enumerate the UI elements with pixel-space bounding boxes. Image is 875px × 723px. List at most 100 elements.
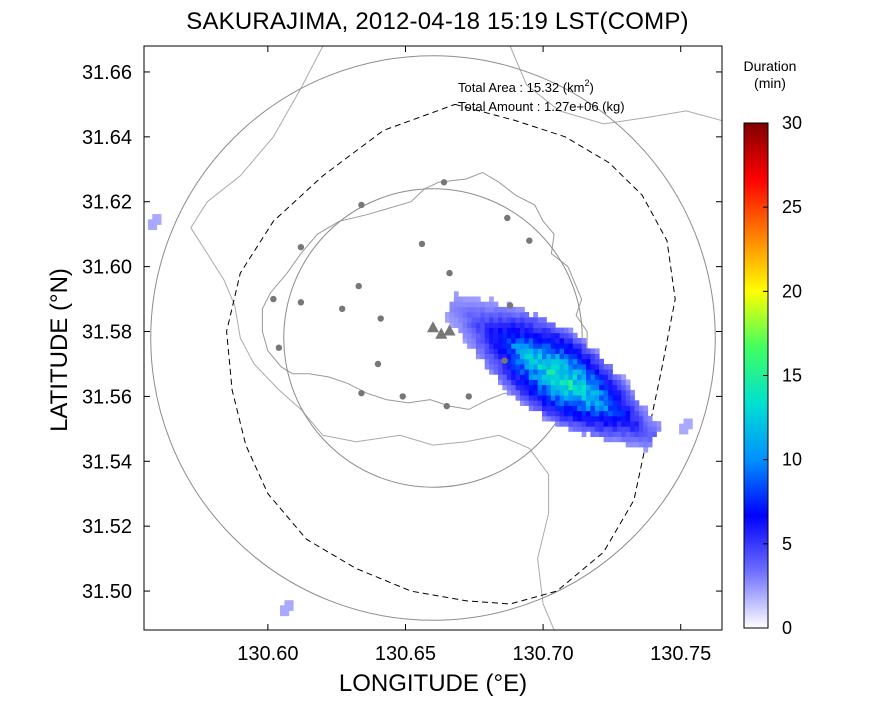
plume-cell xyxy=(568,426,574,432)
colorbar-tick-label: 20 xyxy=(782,281,802,301)
plume-cell xyxy=(546,348,552,354)
plume-cell xyxy=(484,301,490,308)
plume-cell xyxy=(638,441,644,448)
plume-cell xyxy=(577,421,582,427)
plume-cell xyxy=(524,312,530,318)
plume-cell xyxy=(550,374,556,380)
plume-cell xyxy=(559,410,565,417)
plume-cell xyxy=(462,306,468,313)
plume-cell xyxy=(546,364,552,370)
plume-cell xyxy=(568,379,574,386)
station-marker xyxy=(526,237,533,244)
plume-cell xyxy=(599,431,604,437)
plume-cell xyxy=(590,374,596,380)
vent-triangle xyxy=(435,327,448,339)
plume-cell xyxy=(599,395,604,401)
plume-cell xyxy=(502,379,508,386)
plume-cell xyxy=(656,421,662,427)
plume-cell xyxy=(475,322,481,328)
plume-cell xyxy=(590,415,596,422)
plume-cell xyxy=(520,374,525,380)
y-tick-label: 31.52 xyxy=(82,516,132,538)
plume-cell xyxy=(506,364,512,370)
plume-cell xyxy=(586,421,591,427)
plume-cell xyxy=(520,348,525,354)
plume-cell xyxy=(581,338,587,344)
plume-cell xyxy=(630,415,635,422)
plume-cell xyxy=(638,421,644,427)
outlier-pixel xyxy=(679,428,684,435)
plume-cell xyxy=(643,436,649,443)
plume-cell xyxy=(564,384,569,391)
plume-cell xyxy=(599,374,604,380)
plume-cell xyxy=(564,395,569,401)
plume-cell xyxy=(616,379,622,386)
plume-cell xyxy=(515,322,521,328)
plume-cell xyxy=(647,441,653,448)
station-marker xyxy=(465,393,472,400)
plume-cell xyxy=(616,400,622,406)
plume-cell xyxy=(594,389,600,396)
plume-cell xyxy=(515,379,521,386)
plume-cell xyxy=(643,405,649,412)
plume-cell xyxy=(520,327,525,334)
plume-cell xyxy=(564,338,569,344)
plume-cell xyxy=(568,400,574,406)
plume-cell xyxy=(550,415,556,422)
plume-cell xyxy=(608,436,613,443)
plume-cell xyxy=(621,426,627,432)
plume-cell xyxy=(555,327,560,334)
plume-cell xyxy=(480,312,486,318)
plume-cell xyxy=(577,426,582,432)
plume-cell xyxy=(528,322,534,328)
plume-cell xyxy=(462,301,468,308)
y-tick-label: 31.60 xyxy=(82,257,132,279)
plume-cell xyxy=(498,317,503,323)
plume-cell xyxy=(634,400,640,406)
plume-cell xyxy=(594,415,600,422)
plume-cell xyxy=(550,400,556,406)
station-marker xyxy=(440,179,448,186)
plume-cell xyxy=(638,436,644,443)
plume-cell xyxy=(559,343,565,349)
plume-cell xyxy=(555,410,560,417)
plume-cell xyxy=(542,389,547,396)
plume-cell xyxy=(564,379,569,386)
plume-cell xyxy=(502,317,508,323)
plume-cell xyxy=(647,415,653,422)
plume-cell xyxy=(559,421,565,427)
plume-cell xyxy=(581,395,587,401)
plume-cell xyxy=(608,426,613,432)
station-marker xyxy=(338,305,346,312)
plume-cell xyxy=(475,343,481,349)
outlier-pixel xyxy=(284,605,290,611)
plume-cell xyxy=(528,327,534,334)
plume-cell xyxy=(555,421,560,427)
station-marker xyxy=(270,295,277,303)
plume-cell xyxy=(634,405,640,412)
plume-cell xyxy=(462,312,468,318)
plume-cell xyxy=(594,400,600,406)
plume-cell xyxy=(537,395,543,401)
plume-cell xyxy=(493,306,499,313)
plume-cell xyxy=(475,353,481,360)
plume-cell xyxy=(594,421,600,427)
plume-cell xyxy=(502,306,508,313)
plume-cell xyxy=(608,374,613,380)
plume-cell xyxy=(555,395,560,401)
plume-cell xyxy=(603,400,609,406)
plume-cell xyxy=(467,296,472,303)
plume-cell xyxy=(480,343,486,349)
plume-cell xyxy=(542,358,547,365)
plume-cell xyxy=(625,400,631,406)
plume-cell xyxy=(546,332,552,339)
plume-cell xyxy=(506,369,512,375)
plume-cell xyxy=(568,374,574,380)
plume-cell xyxy=(493,343,499,349)
plume-cell xyxy=(515,312,521,318)
plume-cell xyxy=(458,296,464,303)
colorbar-tick-label: 10 xyxy=(782,450,802,470)
plume-cell xyxy=(546,400,552,406)
plume-cell xyxy=(603,410,609,417)
plume-cell xyxy=(630,395,635,401)
